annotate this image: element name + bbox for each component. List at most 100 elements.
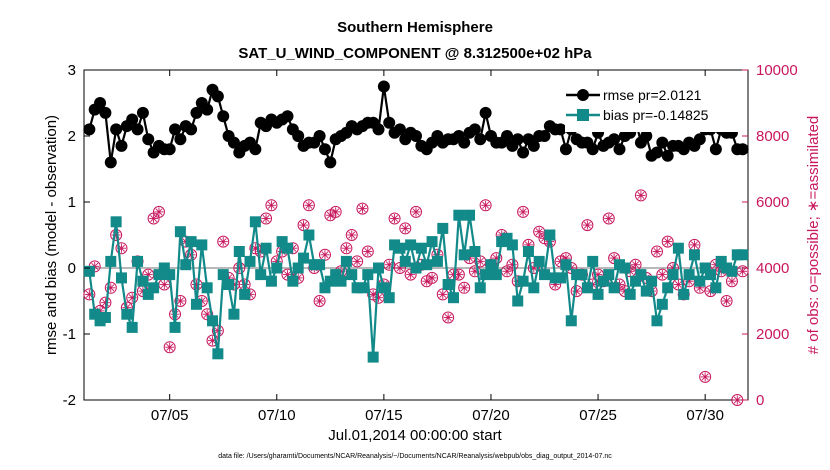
bias-point [153,269,165,281]
obs-point-star [728,277,736,285]
rmse-point [185,123,198,136]
obs-point-star [176,297,184,305]
obs-point-circle [634,189,647,202]
obs-point [260,212,273,225]
obs-point-circle [720,295,733,307]
bias-point [399,255,411,267]
bias-point [196,239,208,251]
obs-point [158,278,171,291]
bias-point [174,226,186,238]
obs-point-circle [479,199,492,212]
obs-point-star [723,297,731,305]
obs-point [725,275,738,288]
bias-point [560,259,572,271]
obs-point-star [160,280,168,289]
rmse-point [383,116,396,129]
obs-point [345,229,358,241]
obs-point-star [632,261,640,269]
right-axis-label: # of obs: o=possible; ∗=assimilated [805,116,822,355]
obs-point-star [358,205,366,213]
obs-point [190,278,203,291]
obs-point-circle [174,295,187,307]
obs-point-circle [329,205,342,218]
rmse-point [318,143,331,156]
data-file-footer: data file: /Users/gharamti/Documents/NCA… [218,453,612,460]
bias-point [115,272,127,284]
obs-point [506,258,519,271]
bias-point [587,255,599,267]
obs-point [104,281,117,294]
obs-point [163,341,176,354]
rmse-point [650,146,663,159]
obs-point-star [460,284,468,292]
obs-point [152,205,165,218]
rmse-point [292,130,305,142]
obs-point-circle [506,258,519,271]
rmse-point [324,156,337,169]
bias-point [330,269,342,281]
rmse-point [511,133,524,146]
obs-point-star [166,343,174,351]
obs-point-star [391,214,399,223]
bias-point [292,262,304,274]
obs-point-star [203,310,211,318]
bias-point [421,259,433,271]
obs-point-star [610,254,618,262]
bias-point [362,269,374,281]
right-y-tick-label: 0 [756,392,764,409]
obs-point [602,212,615,225]
obs-point [388,212,401,225]
obs-point-star [348,231,356,239]
bias-point [426,236,438,248]
rmse-point [110,123,123,136]
x-axis-label: Jul.01,2014 00:00:00 start [328,427,502,444]
obs-point-circle [410,205,422,218]
bias-point [710,282,722,294]
bias-point [335,275,347,287]
bias-point [314,259,326,271]
obs-point-circle [217,235,230,248]
rmse-point [693,133,706,146]
obs-point-star [305,201,313,209]
rmse-point [709,143,722,156]
bias-point [367,351,379,363]
bias-point [608,282,620,294]
x-tick-label: 07/30 [686,407,724,424]
obs-point-circle [104,281,117,294]
left-y-tick-label: 0 [68,260,76,277]
bias-point [356,282,368,294]
rmse-point [142,133,155,146]
obs-point-circle [356,202,369,215]
bias-point [185,236,197,248]
bias-point [105,255,117,267]
bias-point [383,292,395,304]
obs-point-star [605,214,613,223]
obs-point [581,219,594,232]
obs-point [442,311,455,324]
bias-point [415,242,427,254]
rmse-point [559,143,572,156]
obs-point [688,238,701,251]
bias-point [458,249,470,261]
left-y-tick-label: 1 [68,194,76,211]
x-axis-ticks: 07/05 07/10 07/15 07/20 07/25 07/30 [151,70,724,424]
rmse-point [527,139,540,152]
rmse-point [608,133,621,146]
obs-point-star [262,214,270,223]
obs-point-star [300,221,308,229]
chart-subtitle: SAT_U_WIND_COMPONENT @ 8.312500e+02 hPa [238,45,592,62]
bias-point [158,262,170,274]
bias-point [544,229,556,241]
obs-point [313,295,326,307]
obs-point-star [690,241,698,249]
bias-point [501,232,513,244]
obs-point-star [369,290,377,298]
bias-point [453,209,465,221]
bias-point [694,275,706,287]
bias-point [410,262,422,274]
rmse-point [377,80,390,93]
obs-point-circle [83,288,96,301]
rmse-point [468,123,481,136]
